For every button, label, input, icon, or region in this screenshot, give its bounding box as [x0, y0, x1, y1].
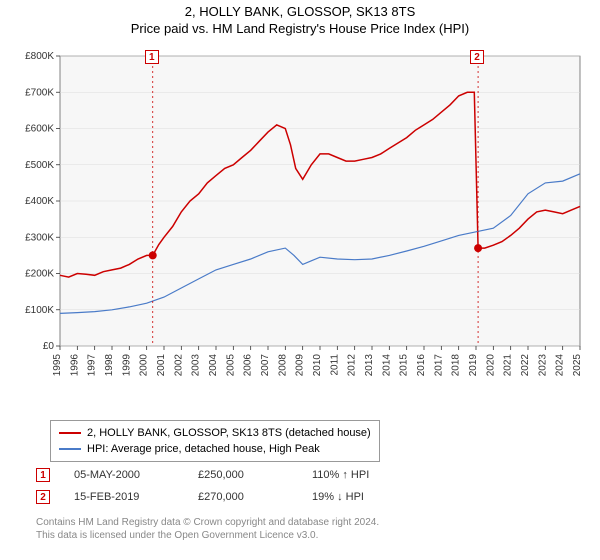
svg-text:2004: 2004: [208, 354, 219, 377]
transaction-price-1: £270,000: [198, 491, 288, 503]
svg-text:£200K: £200K: [25, 269, 54, 280]
svg-text:2009: 2009: [295, 354, 306, 377]
svg-text:£0: £0: [43, 341, 55, 352]
svg-text:2024: 2024: [555, 354, 566, 377]
svg-text:2023: 2023: [537, 354, 548, 377]
svg-text:£300K: £300K: [25, 232, 54, 243]
svg-text:£600K: £600K: [25, 124, 54, 135]
svg-text:2025: 2025: [572, 354, 583, 377]
transaction-row-0: 1 05-MAY-2000 £250,000 110% ↑ HPI: [36, 464, 412, 486]
svg-text:2012: 2012: [347, 354, 358, 377]
transaction-hpi-0: 110% ↑ HPI: [312, 469, 412, 481]
footnote-line2: This data is licensed under the Open Gov…: [36, 529, 379, 542]
svg-text:£800K: £800K: [25, 51, 54, 62]
svg-text:2021: 2021: [503, 354, 514, 377]
svg-text:2019: 2019: [468, 354, 479, 377]
svg-text:2006: 2006: [243, 354, 254, 377]
svg-text:2005: 2005: [225, 354, 236, 377]
transaction-row-1: 2 15-FEB-2019 £270,000 19% ↓ HPI: [36, 486, 412, 508]
svg-text:2013: 2013: [364, 354, 375, 377]
svg-text:2016: 2016: [416, 354, 427, 377]
svg-text:2008: 2008: [277, 354, 288, 377]
marker-badge-2: 2: [470, 50, 484, 64]
legend-row-1: HPI: Average price, detached house, High…: [59, 441, 371, 457]
transaction-badge-1: 2: [36, 490, 50, 504]
svg-text:£100K: £100K: [25, 305, 54, 316]
svg-text:2014: 2014: [381, 354, 392, 377]
svg-text:2002: 2002: [173, 354, 184, 377]
chart-container: 2, HOLLY BANK, GLOSSOP, SK13 8TS Price p…: [0, 0, 600, 560]
svg-text:£500K: £500K: [25, 160, 54, 171]
svg-text:1999: 1999: [121, 354, 132, 377]
footnote-line1: Contains HM Land Registry data © Crown c…: [36, 516, 379, 529]
marker-badge-1: 1: [145, 50, 159, 64]
title-subtitle: Price paid vs. HM Land Registry's House …: [0, 21, 600, 36]
svg-text:2007: 2007: [260, 354, 271, 377]
svg-text:1996: 1996: [69, 354, 80, 377]
legend-label-0: 2, HOLLY BANK, GLOSSOP, SK13 8TS (detach…: [87, 425, 371, 441]
svg-text:2000: 2000: [139, 354, 150, 377]
transaction-hpi-1: 19% ↓ HPI: [312, 491, 412, 503]
svg-text:2010: 2010: [312, 354, 323, 377]
title-block: 2, HOLLY BANK, GLOSSOP, SK13 8TS Price p…: [0, 0, 600, 36]
legend-swatch-1: [59, 448, 81, 450]
legend-row-0: 2, HOLLY BANK, GLOSSOP, SK13 8TS (detach…: [59, 425, 371, 441]
transaction-table: 1 05-MAY-2000 £250,000 110% ↑ HPI 2 15-FEB-20…: [36, 464, 412, 508]
marker-dot-1: [149, 251, 157, 259]
transaction-badge-0: 1: [36, 468, 50, 482]
marker-dot-2: [474, 244, 482, 252]
svg-text:2022: 2022: [520, 354, 531, 377]
svg-text:2011: 2011: [329, 354, 340, 376]
svg-text:1995: 1995: [52, 354, 63, 377]
title-address: 2, HOLLY BANK, GLOSSOP, SK13 8TS: [0, 4, 600, 19]
svg-text:2001: 2001: [156, 354, 167, 377]
svg-text:2015: 2015: [399, 354, 410, 377]
svg-text:2017: 2017: [433, 354, 444, 377]
transaction-date-1: 15-FEB-2019: [74, 491, 174, 503]
svg-text:£400K: £400K: [25, 196, 54, 207]
svg-text:2003: 2003: [191, 354, 202, 377]
chart-svg: £0 £100K £200K £300K £400K £500K £600K £700K £80…: [10, 46, 590, 414]
transaction-price-0: £250,000: [198, 469, 288, 481]
svg-text:1997: 1997: [87, 354, 98, 377]
chart-area: £0 £100K £200K £300K £400K £500K £600K £700K £80…: [10, 46, 590, 414]
footnote: Contains HM Land Registry data © Crown c…: [36, 516, 379, 542]
legend-swatch-0: [59, 432, 81, 434]
legend-label-1: HPI: Average price, detached house, High…: [87, 441, 320, 457]
legend-box: 2, HOLLY BANK, GLOSSOP, SK13 8TS (detach…: [50, 420, 380, 462]
transaction-date-0: 05-MAY-2000: [74, 469, 174, 481]
svg-text:2020: 2020: [485, 354, 496, 377]
svg-text:£700K: £700K: [25, 87, 54, 98]
svg-text:1998: 1998: [104, 354, 115, 377]
svg-text:2018: 2018: [451, 354, 462, 377]
